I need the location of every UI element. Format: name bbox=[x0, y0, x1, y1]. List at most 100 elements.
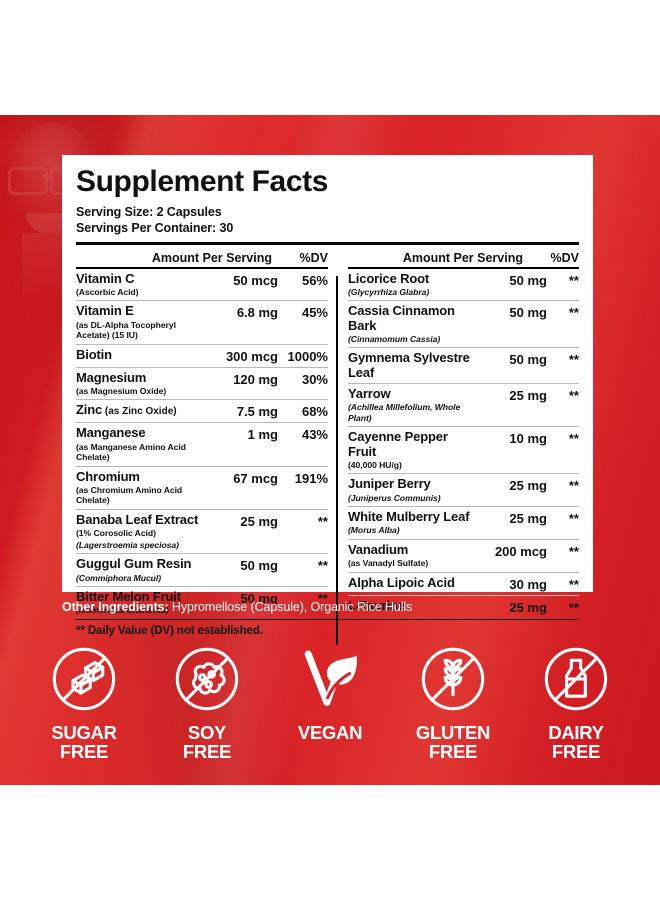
nutrient-name: Juniper Berry bbox=[348, 476, 431, 492]
nutrient-subtext: (40,000 HU/g) bbox=[348, 459, 402, 470]
nutrient-name-cell: Banaba Leaf Extract (1% Corosolic Acid) (L… bbox=[76, 512, 206, 550]
nutrient-name-cell: Guggul Gum Resin (Commiphora Mucul) bbox=[76, 556, 206, 583]
nutrient-amount: 25 mg bbox=[509, 478, 547, 494]
nutrient-botanical-name: (Glycyrrhiza Glabra) bbox=[348, 286, 430, 297]
nutrient-name-cell: Juniper Berry (Juniperus Communis) bbox=[348, 477, 473, 503]
nutrient-amount: 200 mcg bbox=[494, 543, 547, 559]
nutrient-amount: 1 mg bbox=[247, 427, 278, 443]
nutrient-percent-dv: 43% bbox=[301, 427, 328, 443]
row-divider bbox=[348, 347, 579, 349]
nutrient-amount: 6.8 mg bbox=[236, 305, 278, 321]
nutrient-name: Gymnema Sylvestre Leaf bbox=[348, 350, 470, 380]
header-percent-dv-right: %DV bbox=[550, 250, 579, 265]
header-percent-dv: %DV bbox=[299, 250, 328, 265]
nutrient-amount: 10 mg bbox=[509, 431, 547, 447]
nutrient-row: Licorice Root (Glycyrrhiza Glabra) 50 mg ** bbox=[348, 269, 579, 301]
nutrient-amount: 25 mg bbox=[509, 599, 547, 615]
nutrient-name: Vitamin E bbox=[76, 303, 134, 319]
row-divider bbox=[348, 473, 579, 475]
nutrient-name: Cassia Cinnamon Bark bbox=[348, 303, 455, 333]
nutrient-name: Manganese bbox=[76, 425, 146, 441]
nutrient-name: Vitamin C bbox=[76, 270, 135, 286]
nutrient-name-cell: Gymnema Sylvestre Leaf bbox=[348, 351, 473, 380]
soy-free-icon bbox=[168, 640, 246, 718]
header-amount-per-serving-right: Amount Per Serving bbox=[402, 250, 523, 265]
nutrient-amount: 7.5 mg bbox=[236, 404, 278, 420]
row-divider bbox=[76, 366, 328, 368]
row-divider bbox=[348, 383, 579, 385]
nutrient-row: Alpha Lipoic Acid 30 mg ** bbox=[348, 573, 579, 595]
nutrient-name: Chromium bbox=[76, 468, 140, 484]
nutrient-column-right: Amount Per Serving %DV Licorice Root (Gly… bbox=[339, 250, 579, 619]
nutrient-row: Yarrow (Achillea Millefolium, Whole Plant… bbox=[348, 384, 579, 426]
nutrient-source-inline: (as Zinc Oxide) bbox=[102, 406, 177, 418]
daily-value-footnote: ** Daily Value (DV) not established. bbox=[76, 624, 263, 637]
nutrient-name-cell: Cayenne Pepper Fruit (40,000 HU/g) bbox=[348, 430, 473, 470]
nutrient-amount: 50 mg bbox=[509, 305, 547, 321]
other-ingredients-value: Hypromellose (Capsule), Organic Rice Hul… bbox=[171, 600, 413, 614]
nutrient-name-cell: Manganese (as Manganese Amino Acid Chelat… bbox=[76, 425, 206, 463]
nutrient-row: Vitamin E (as DL-Alpha Tocopheryl Acetate… bbox=[76, 301, 328, 343]
nutrient-row: Gymnema Sylvestre Leaf 50 mg ** bbox=[348, 348, 579, 383]
other-ingredients-label: Other Ingredients: bbox=[62, 600, 169, 614]
nutrient-percent-dv: ** bbox=[568, 576, 579, 592]
dairy-free-icon bbox=[537, 640, 615, 718]
nutrient-botanical-name: (Juniperus Communis) bbox=[348, 492, 441, 503]
nutrient-name-cell: Biotin bbox=[76, 347, 206, 362]
nutrient-name: L-Taurine bbox=[348, 597, 405, 613]
nutrient-row: Vanadium (as Vanadyl Sulfate) 200 mcg ** bbox=[348, 540, 579, 572]
nutrient-name-cell: White Mulberry Leaf (Morus Alba) bbox=[348, 509, 473, 536]
divider-footnote bbox=[76, 618, 579, 620]
nutrient-amount: 67 mcg bbox=[233, 470, 278, 486]
nutrient-row: Vitamin C (Ascorbic Acid) 50 mcg 56% bbox=[76, 269, 328, 301]
nutrient-name-cell: Cassia Cinnamon Bark (Cinnamomum Cassia) bbox=[348, 304, 473, 344]
nutrient-percent-dv: ** bbox=[317, 558, 328, 574]
nutrient-row: Manganese (as Manganese Amino Acid Chelat… bbox=[76, 423, 328, 465]
nutrient-subtext: (as Manganese Amino Acid Chelate) bbox=[76, 441, 186, 463]
nutrient-percent-dv: ** bbox=[568, 511, 579, 527]
row-divider bbox=[76, 465, 328, 467]
nutrient-name: Zinc (as Zinc Oxide) bbox=[76, 402, 177, 418]
nutrient-subtext: (as Magnesium Oxide) bbox=[76, 385, 167, 396]
nutrient-botanical-name: (Morus Alba) bbox=[348, 525, 400, 536]
nutrient-name-cell: Licorice Root (Glycyrrhiza Glabra) bbox=[348, 271, 473, 298]
row-divider bbox=[348, 506, 579, 508]
divider-left-header bbox=[76, 266, 328, 269]
nutrient-row: Banaba Leaf Extract (1% Corosolic Acid) (L… bbox=[76, 510, 328, 553]
column-separator bbox=[335, 250, 339, 645]
nutrient-botanical-name: (Achillea Millefolium, Whole Plant) bbox=[348, 402, 461, 423]
nutrient-percent-dv: ** bbox=[317, 591, 328, 606]
gluten-free-icon bbox=[414, 640, 492, 718]
nutrient-subtext: (1% Corosolic Acid) bbox=[76, 528, 156, 539]
nutrient-row: Bitter Melon Fruit (Momordica Charantia) 5… bbox=[76, 587, 328, 619]
nutrient-botanical-name: (Cinnamomum Cassia) bbox=[348, 333, 441, 344]
nutrient-amount: 25 mg bbox=[509, 511, 547, 527]
nutrient-percent-dv: ** bbox=[568, 431, 579, 447]
nutrient-name: Yarrow bbox=[348, 386, 391, 402]
nutrient-percent-dv: 56% bbox=[301, 272, 328, 288]
nutrient-name-cell: Chromium (as Chromium Amino Acid Chelate) bbox=[76, 468, 206, 506]
nutrient-amount: 50 mg bbox=[509, 352, 547, 368]
sugar-free-icon bbox=[45, 640, 123, 718]
nutrient-amount: 30 mg bbox=[509, 576, 547, 592]
badge-label: DAIRY FREE bbox=[548, 722, 604, 762]
nutrient-name-cell: Vanadium (as Vanadyl Sulfate) bbox=[348, 542, 473, 569]
column-header-right: Amount Per Serving %DV bbox=[348, 250, 579, 267]
nutrient-subtext: (as Vanadyl Sulfate) bbox=[348, 558, 429, 569]
nutrient-percent-dv: 191% bbox=[294, 470, 328, 486]
nutrient-name-cell: Yarrow (Achillea Millefolium, Whole Plant… bbox=[348, 386, 473, 423]
nutrient-name: Alpha Lipoic Acid bbox=[348, 574, 455, 590]
nutrient-percent-dv: ** bbox=[568, 305, 579, 321]
nutrient-row: L-Taurine 25 mg ** bbox=[348, 596, 579, 618]
nutrient-amount: 50 mcg bbox=[233, 272, 278, 288]
row-divider bbox=[76, 300, 328, 302]
nutrient-subtext: (Ascorbic Acid) bbox=[76, 286, 139, 297]
nutrient-amount: 300 mcg bbox=[225, 348, 278, 364]
nutrient-percent-dv: 68% bbox=[301, 404, 328, 420]
nutrient-row: Zinc (as Zinc Oxide) 7.5 mg 68% bbox=[76, 400, 328, 422]
nutrient-amount: 50 mg bbox=[509, 272, 547, 288]
nutrient-row: White Mulberry Leaf (Morus Alba) 25 mg ** bbox=[348, 507, 579, 539]
row-divider bbox=[348, 594, 579, 596]
nutrient-percent-dv: ** bbox=[568, 272, 579, 288]
serving-size-text: Serving Size: 2 Capsules bbox=[76, 204, 222, 219]
